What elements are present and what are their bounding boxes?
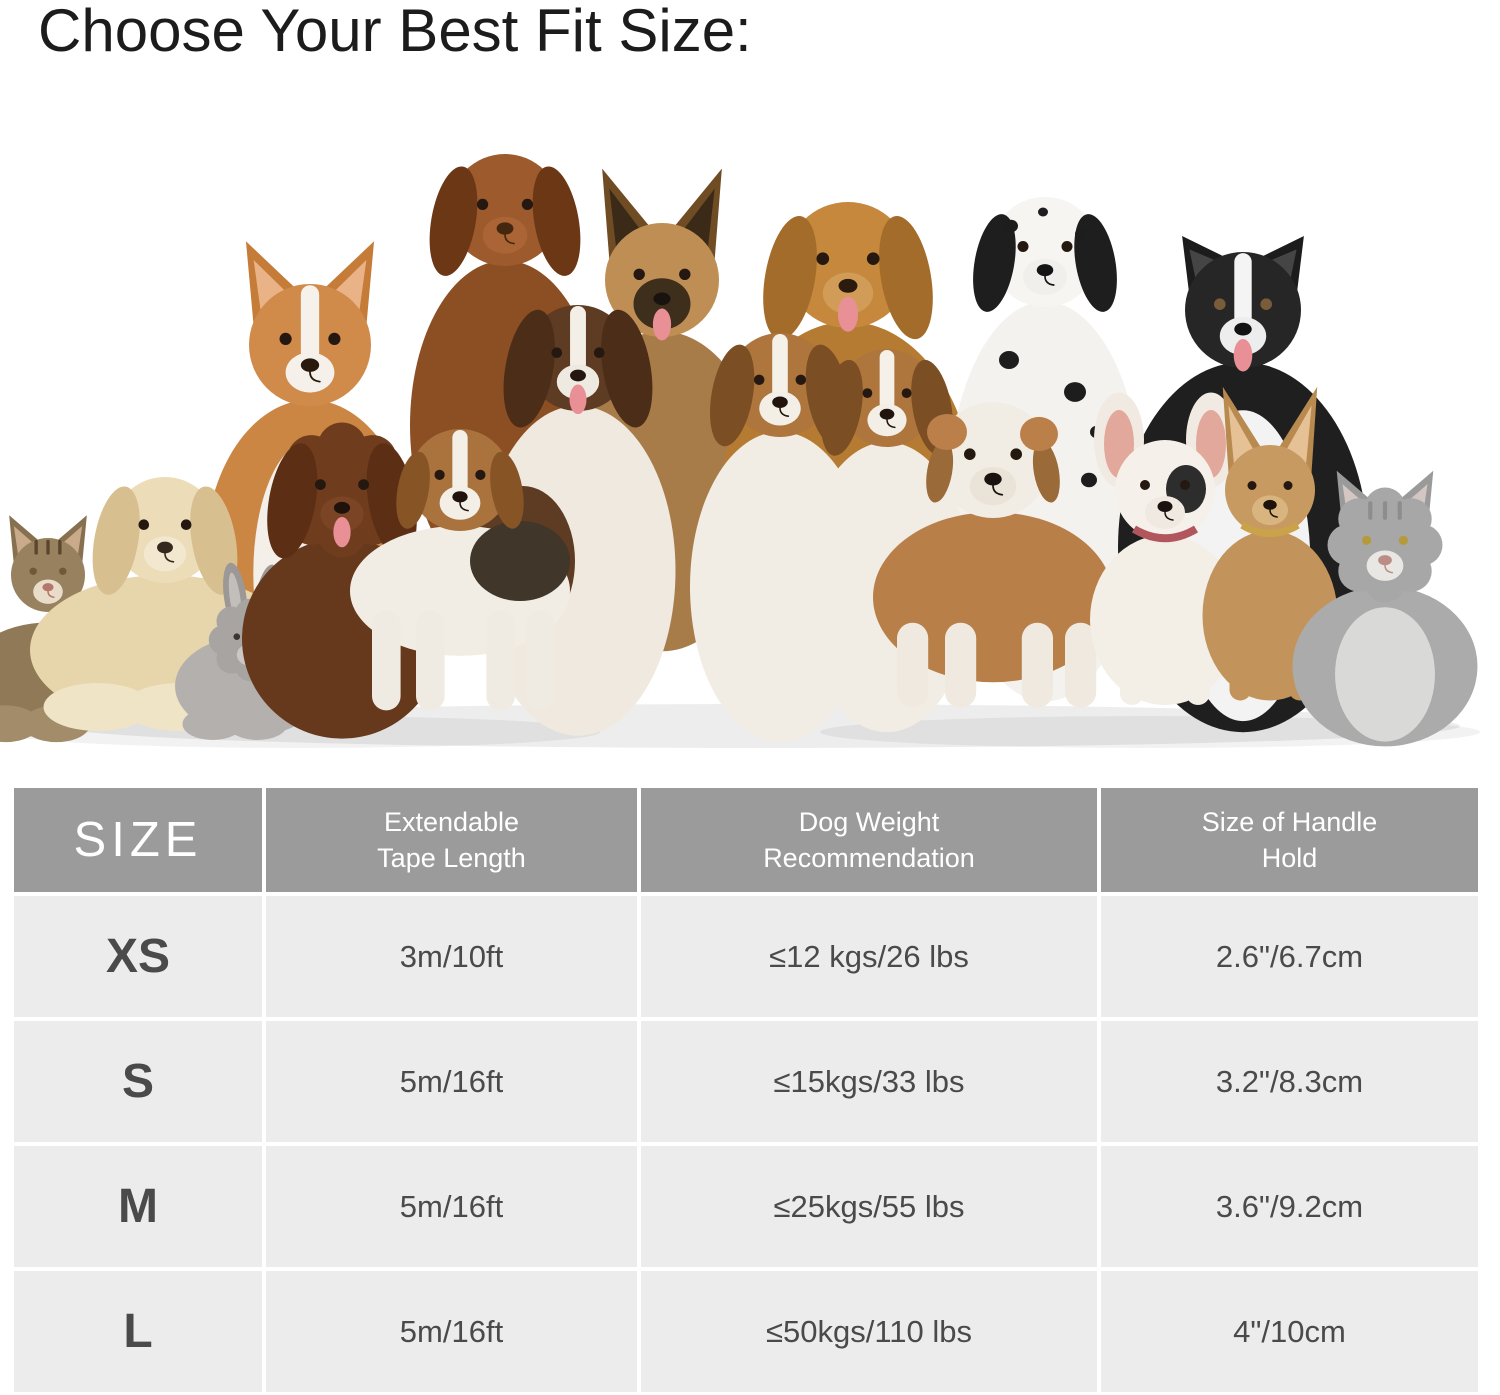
cell-l-size: L [14, 1271, 262, 1392]
cell-l-handle: 4"/10cm [1101, 1271, 1478, 1392]
header-cell-size: SIZE [14, 788, 262, 892]
cell-xs-size: XS [14, 896, 262, 1017]
header-cell-tape: Extendable Tape Length [266, 788, 637, 892]
animal-french-bulldog [1090, 392, 1240, 705]
animal-cream-puppy [30, 477, 300, 731]
size-table: SIZE Extendable Tape Length Dog Weight R… [14, 788, 1478, 1392]
cell-xs-handle: 2.6"/6.7cm [1101, 896, 1478, 1017]
cell-xs-tape: 3m/10ft [266, 896, 637, 1017]
cell-s-weight: ≤15kgs/33 lbs [641, 1021, 1097, 1142]
animal-jack-russell [350, 429, 570, 711]
cell-s-handle: 3.2"/8.3cm [1101, 1021, 1478, 1142]
cell-s-size: S [14, 1021, 262, 1142]
cell-m-tape: 5m/16ft [266, 1146, 637, 1267]
animal-english-bulldog [873, 402, 1113, 708]
header-cell-handle: Size of Handle Hold [1101, 788, 1478, 892]
cell-l-weight: ≤50kgs/110 lbs [641, 1271, 1097, 1392]
cell-xs-weight: ≤12 kgs/26 lbs [641, 896, 1097, 1017]
cell-s-tape: 5m/16ft [266, 1021, 637, 1142]
page-title: Choose Your Best Fit Size: [38, 0, 752, 64]
cell-m-size: M [14, 1146, 262, 1267]
cell-m-handle: 3.6"/9.2cm [1101, 1146, 1478, 1267]
cell-m-weight: ≤25kgs/55 lbs [641, 1146, 1097, 1267]
pets-collage-illustration [0, 154, 1480, 748]
pets-collage [0, 130, 1500, 750]
header-cell-weight: Dog Weight Recommendation [641, 788, 1097, 892]
animal-gray-cat [1292, 470, 1478, 747]
cell-l-tape: 5m/16ft [266, 1271, 637, 1392]
